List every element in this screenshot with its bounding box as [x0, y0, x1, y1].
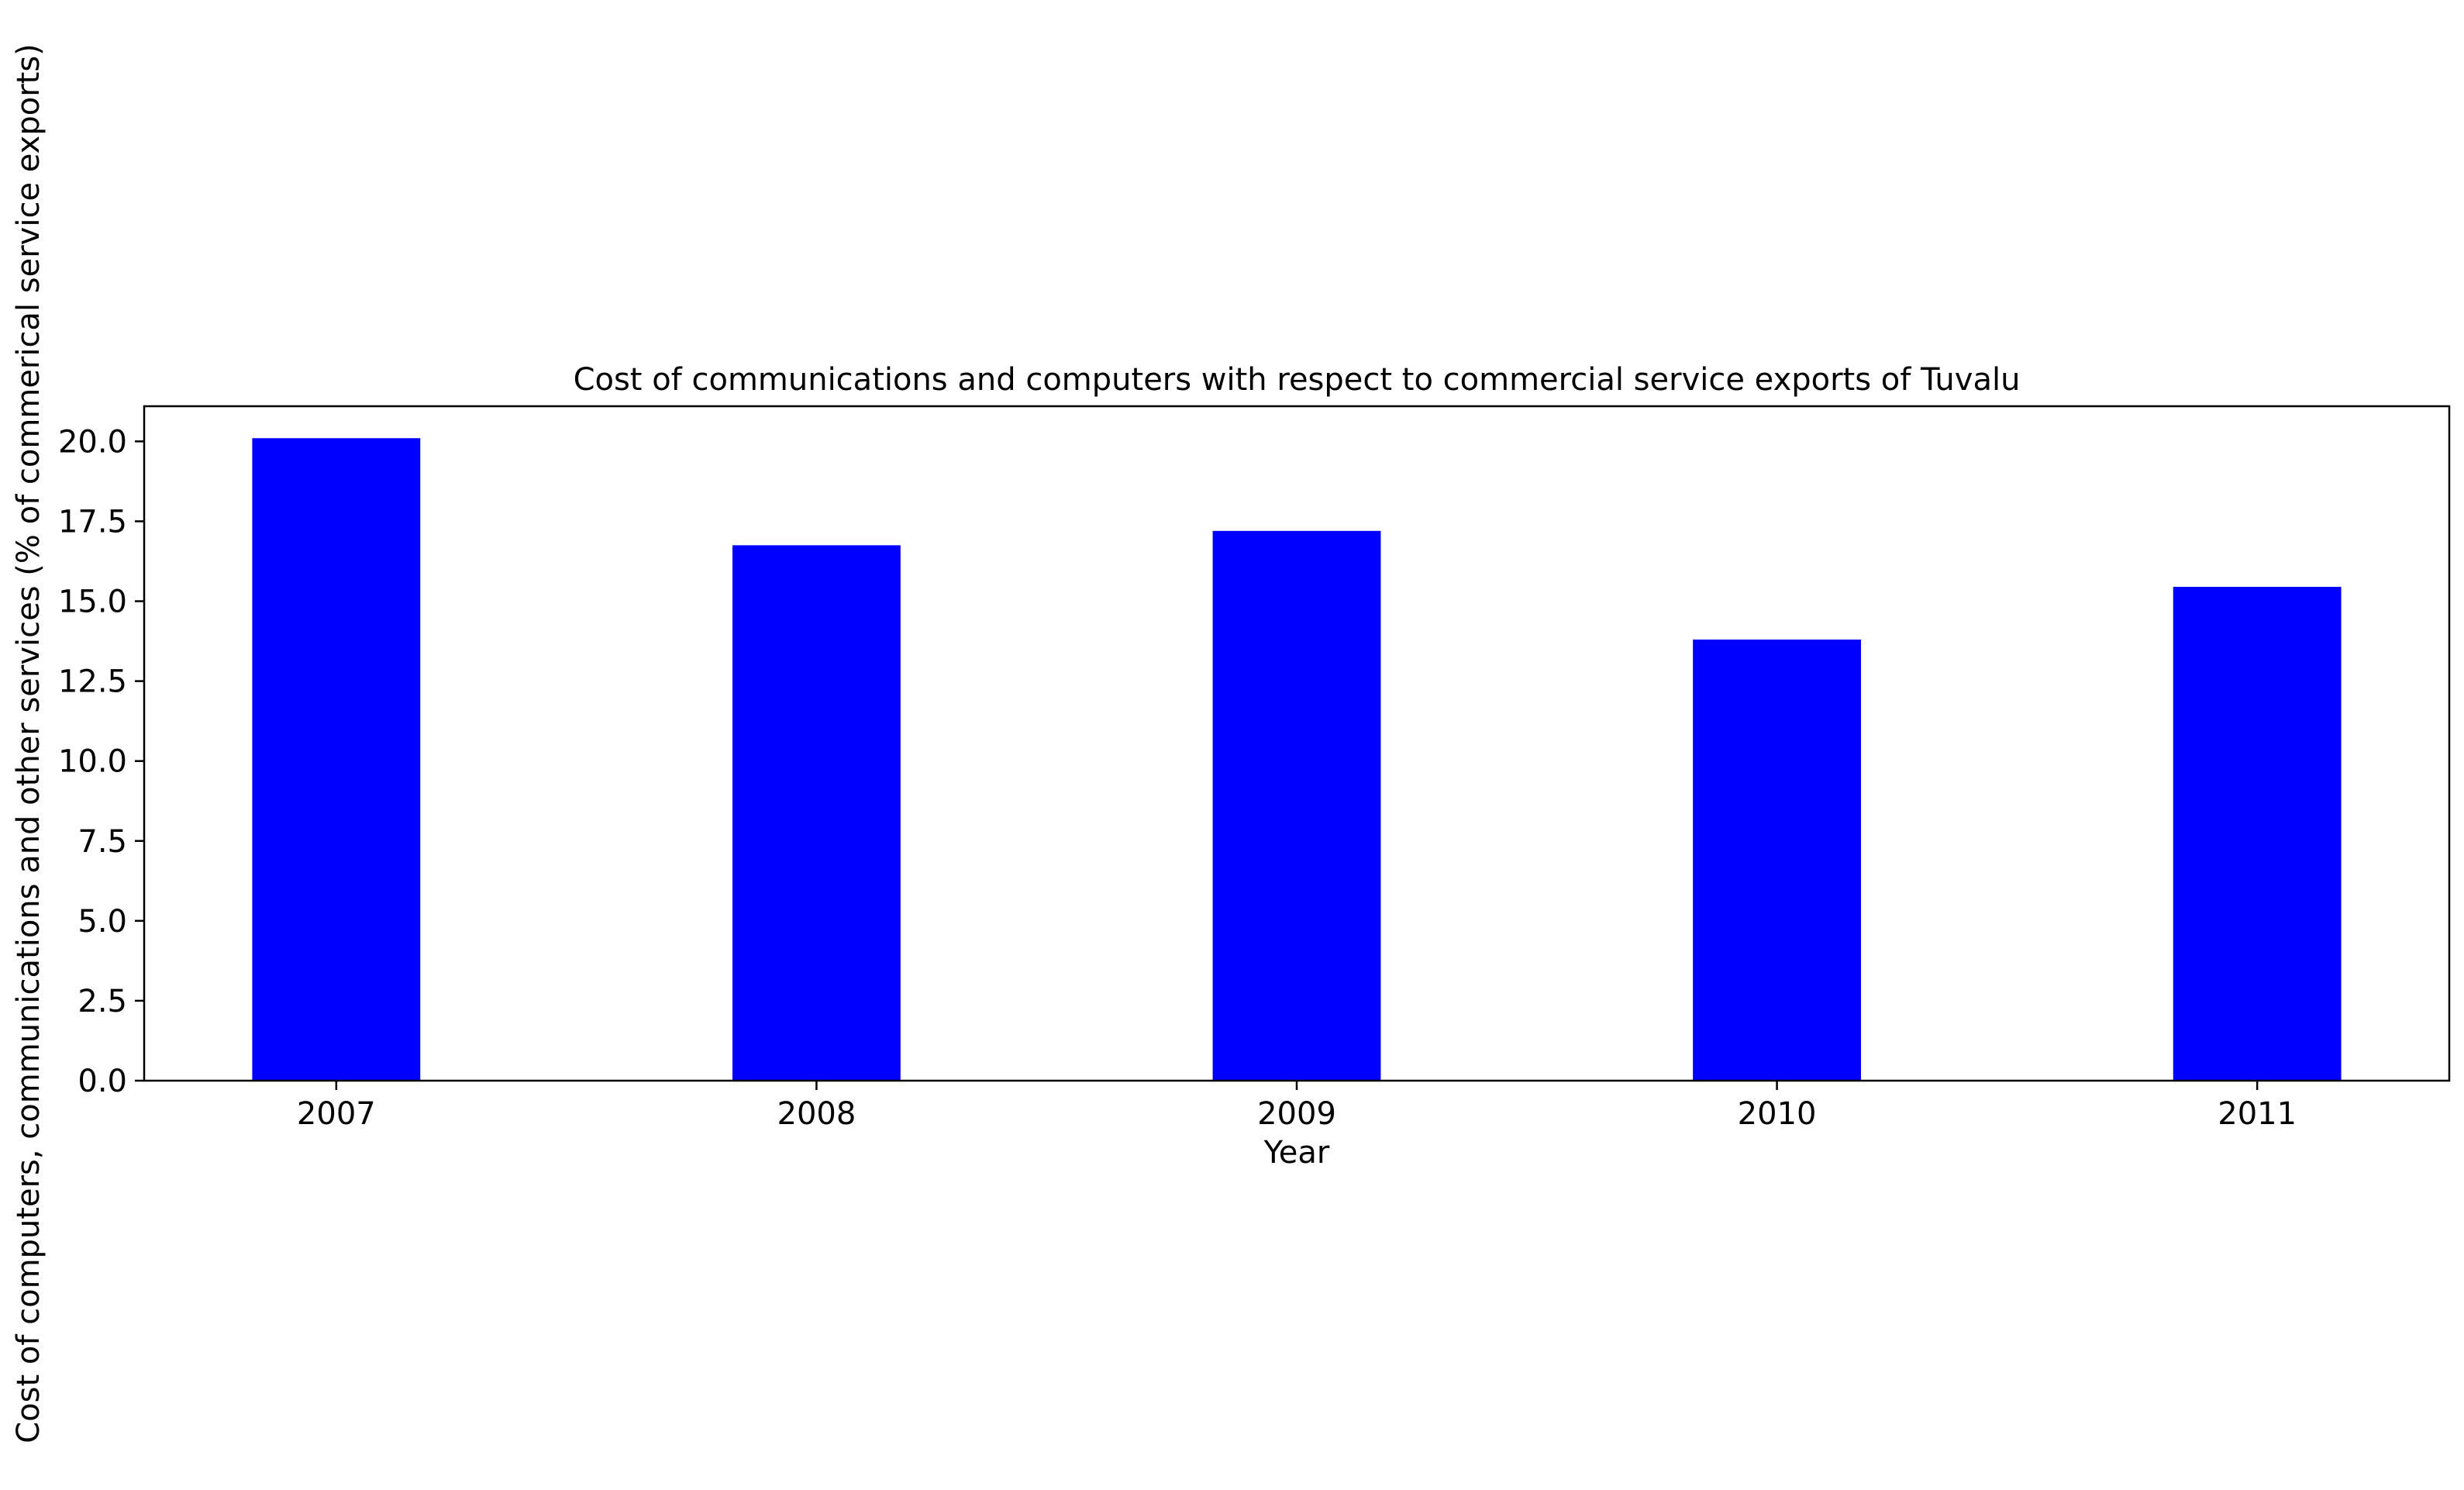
y-tick-label: 20.0 [58, 424, 127, 460]
x-axis-label: Year [1263, 1135, 1330, 1171]
y-tick-label: 17.5 [58, 504, 127, 540]
x-tick-label: 2007 [297, 1096, 376, 1132]
bar-2008 [732, 545, 901, 1081]
bar-2007 [252, 438, 421, 1081]
y-tick-label: 5.0 [78, 904, 127, 940]
x-tick-label: 2011 [2218, 1096, 2297, 1132]
y-tick-label: 7.5 [78, 824, 127, 860]
y-tick-label: 2.5 [78, 984, 127, 1019]
y-tick-label: 15.0 [58, 585, 127, 620]
x-tick-label: 2009 [1257, 1096, 1336, 1132]
y-tick-label: 10.0 [58, 744, 127, 780]
x-axis-ticks: 2007 2008 2009 2010 2011 [297, 1081, 2297, 1132]
y-tick-label: 0.0 [78, 1064, 127, 1099]
x-tick-label: 2010 [1738, 1096, 1817, 1132]
bar-2011 [2173, 586, 2342, 1081]
bar-2009 [1212, 530, 1381, 1081]
bars [252, 438, 2342, 1081]
y-axis-label: Cost of computers, communications and ot… [11, 43, 47, 1443]
y-axis-ticks: 0.0 2.5 5.0 7.5 10.0 12.5 15.0 17.5 20.0 [58, 424, 144, 1099]
plot-area-frame [143, 405, 2451, 1082]
y-tick-label: 12.5 [58, 664, 127, 700]
bar-2010 [1693, 639, 1862, 1081]
x-tick-label: 2008 [777, 1096, 856, 1132]
chart-title: Cost of communications and computers wit… [574, 362, 2021, 398]
